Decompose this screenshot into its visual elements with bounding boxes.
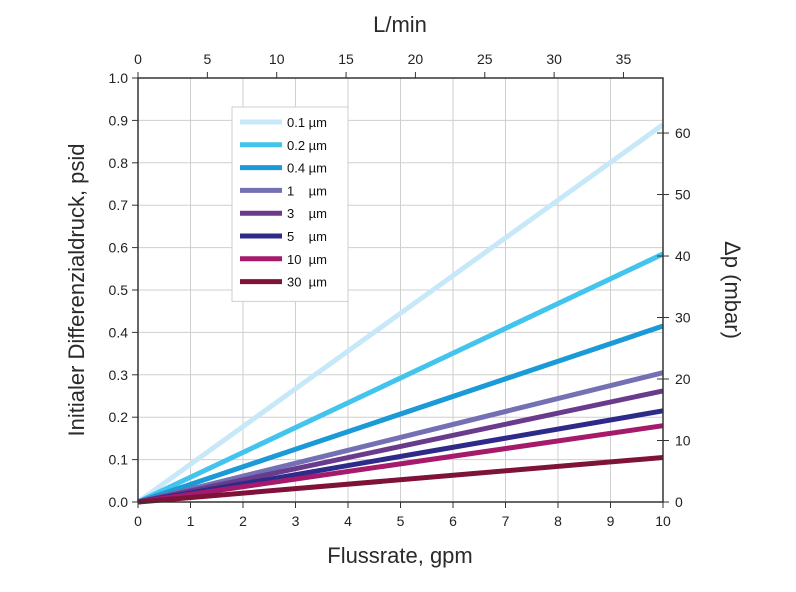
x-axis-title: Flussrate, gpm bbox=[327, 543, 473, 568]
y-tick-label: 0.9 bbox=[109, 112, 129, 128]
x2-tick-label: 0 bbox=[134, 51, 142, 67]
legend-box bbox=[231, 106, 349, 302]
legend-label: 0.1 µm bbox=[287, 115, 327, 130]
x2-tick-label: 30 bbox=[546, 51, 562, 67]
y-tick-label: 1.0 bbox=[109, 70, 129, 86]
y2-tick-label: 50 bbox=[675, 187, 691, 203]
series-line bbox=[137, 454, 664, 505]
x2-tick-label: 5 bbox=[203, 51, 211, 67]
x-tick-label: 8 bbox=[554, 513, 562, 529]
x-tick-label: 7 bbox=[502, 513, 510, 529]
series-line bbox=[136, 122, 665, 505]
x-tick-label: 3 bbox=[292, 513, 300, 529]
x-tick-label: 0 bbox=[134, 513, 142, 529]
y-tick-label: 0.1 bbox=[109, 452, 129, 468]
legend: 0.1 µm 0.2 µm 0.4 µm 1 µm 3 µm 5 µm 10 µm 30 µm bbox=[231, 106, 349, 302]
y-tick-label: 0.0 bbox=[109, 494, 129, 510]
y2-tick-label: 60 bbox=[675, 125, 691, 141]
series-line bbox=[137, 370, 664, 505]
x-tick-label: 10 bbox=[655, 513, 671, 529]
legend-label: 0.4 µm bbox=[287, 161, 327, 176]
y2-tick-label: 0 bbox=[675, 494, 683, 510]
x2-tick-label: 15 bbox=[338, 51, 354, 67]
x2-axis-title: L/min bbox=[373, 12, 427, 37]
x2-tick-label: 20 bbox=[408, 51, 424, 67]
legend-label: 0.2 µm bbox=[287, 138, 327, 153]
y-tick-label: 0.5 bbox=[109, 282, 129, 298]
legend-label: 3 µm bbox=[287, 206, 327, 221]
x-tick-label: 9 bbox=[607, 513, 615, 529]
x2-tick-label: 10 bbox=[269, 51, 285, 67]
series-line bbox=[137, 423, 664, 505]
legend-label: 5 µm bbox=[287, 229, 327, 244]
x2-tick-label: 25 bbox=[477, 51, 493, 67]
x-tick-label: 4 bbox=[344, 513, 352, 529]
legend-label: 1 µm bbox=[287, 183, 327, 198]
y-axis-title: Initialer Differenzialdruck, psid bbox=[64, 143, 89, 436]
legend-label: 10 µm bbox=[287, 252, 327, 267]
x-tick-label: 6 bbox=[449, 513, 457, 529]
series-line bbox=[137, 323, 664, 505]
y2-tick-label: 20 bbox=[675, 371, 691, 387]
x-tick-label: 2 bbox=[239, 513, 247, 529]
y2-axis-title: Δp (mbar) bbox=[720, 241, 745, 339]
y-tick-label: 0.3 bbox=[109, 367, 129, 383]
series-line bbox=[136, 251, 665, 505]
y2-tick-label: 10 bbox=[675, 433, 691, 449]
x2-tick-label: 35 bbox=[616, 51, 632, 67]
y-tick-label: 0.6 bbox=[109, 240, 129, 256]
y-tick-label: 0.4 bbox=[109, 324, 129, 340]
y2-tick-label: 40 bbox=[675, 248, 691, 264]
y-tick-label: 0.7 bbox=[109, 197, 129, 213]
legend-label: 30 µm bbox=[287, 275, 327, 290]
y2-tick-label: 30 bbox=[675, 310, 691, 326]
x-tick-label: 1 bbox=[187, 513, 195, 529]
ticks: 0 1 2 3 4 5 6 7 8 9 10 0.0 0.1 0.2 0.3 0.4 0.5 0.6 0.7 0.8 0… bbox=[109, 51, 691, 529]
y-tick-label: 0.8 bbox=[109, 155, 129, 171]
y-tick-label: 0.2 bbox=[109, 409, 129, 425]
series-line bbox=[137, 388, 664, 505]
series-lines bbox=[136, 122, 665, 505]
x-tick-label: 5 bbox=[397, 513, 405, 529]
